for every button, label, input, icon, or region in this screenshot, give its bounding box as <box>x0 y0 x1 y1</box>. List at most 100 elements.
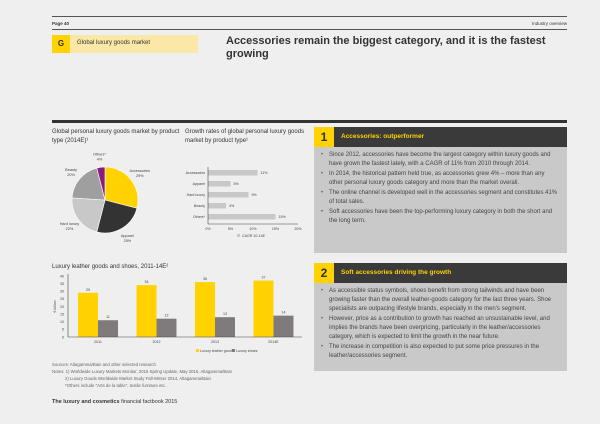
pie-value: 29% <box>136 174 144 178</box>
pie-value: 22% <box>66 227 74 231</box>
bar-value-label: 34 <box>145 280 149 284</box>
leather-shoes-bar-chart: 0 5 10 15 20 25 30 35 40 € billion 29 11 2011 34 12 201… <box>53 274 302 353</box>
pie-chart-title: Global personal luxury goods market by p… <box>52 129 180 144</box>
section-label: Global luxury goods market <box>77 40 151 46</box>
growth-bar <box>208 214 276 220</box>
header-rule <box>52 29 567 30</box>
y-tick-label: 15 <box>60 312 64 316</box>
x-tick-label: 0% <box>205 227 211 231</box>
growth-bar-chart: Accessories 11% Apparel 5% Hard luxury 9% Beau… <box>186 167 302 238</box>
y-tick-label: 40 <box>60 274 64 278</box>
y-tick-label: 35 <box>60 282 64 286</box>
top-rule <box>52 16 567 17</box>
growth-chart-title: Growth rates of global personal luxury g… <box>185 129 305 144</box>
bar-value-label: 5% <box>234 182 240 186</box>
bar-luxury-leather-goods <box>136 285 157 337</box>
y-tick-label: 30 <box>60 290 64 294</box>
x-tick-label: 5% <box>228 227 234 231</box>
leather-chart-title: Luxury leather goods and shoes, 2011-14E… <box>52 264 169 270</box>
bar-luxury-leather-goods <box>195 282 215 337</box>
note-3: *Others include "Arts de la table", text… <box>65 383 166 388</box>
pie-slice-others- <box>96 166 106 201</box>
section-name: Industry overview <box>531 21 567 26</box>
bar-value-label: 11% <box>261 171 269 175</box>
bar-category-label: Beauty <box>194 204 205 208</box>
bar-value-label: 9% <box>252 193 258 197</box>
pie-label: Apparel <box>121 234 134 238</box>
growth-bar <box>208 203 226 209</box>
bullet: In 2014, the historical pattern held tru… <box>321 170 559 188</box>
x-tick-label: 10% <box>249 227 257 231</box>
page-number: Page 40 <box>52 21 70 26</box>
callout-bullets: Since 2012, accessories have become the … <box>321 151 559 227</box>
x-tick-label: 2011 <box>94 340 102 344</box>
pie-slice-accessories <box>104 166 139 209</box>
footnotes: Sources: Altagamma/Bain and other select… <box>52 361 232 389</box>
footer-bold: The luxury and cosmetics <box>52 399 120 405</box>
bar-value-label: 11 <box>106 315 110 319</box>
bullet: The online channel is developed well in … <box>321 189 559 207</box>
legend-label: Luxury leather goods <box>200 349 234 353</box>
y-tick-label: 10 <box>60 320 64 324</box>
callout-box-1: 1 Accessories: outperformer Since 2012, … <box>314 127 567 253</box>
bullet: As accessible status symbols, shoes bene… <box>321 287 559 314</box>
bullet: Soft accessories have been the top-perfo… <box>321 208 559 226</box>
pie-slice-hard-luxury <box>71 197 106 233</box>
legend-label: CAGR 10-14E <box>242 234 266 238</box>
y-tick-label: 20 <box>60 305 64 309</box>
bullet: However, price as a contribution to grow… <box>321 315 559 342</box>
bar-value-label: 14 <box>282 311 286 315</box>
callout-title: Soft accessories driving the growth <box>341 269 452 276</box>
bullet: Since 2012, accessories have become the … <box>321 151 559 169</box>
bar-luxury-shoes <box>156 318 177 337</box>
footer-rest: financial factbook 2015 <box>119 399 178 405</box>
pie-value: 20% <box>67 173 75 177</box>
pie-label: Hard luxury <box>60 222 80 226</box>
section-tag: G Global luxury goods market <box>52 35 198 53</box>
pie-label: Beauty <box>65 168 77 172</box>
bar-category-label: Accessories <box>186 171 206 175</box>
callout-header <box>314 127 567 147</box>
bar-category-label: Hard luxury <box>187 193 206 197</box>
callout-number: 2 <box>314 263 334 283</box>
bar-value-label: 15% <box>279 215 287 219</box>
legend-swatch <box>232 349 235 352</box>
bar-value-label: 37 <box>262 276 266 280</box>
callout-bullets: As accessible status symbols, shoes bene… <box>321 287 559 362</box>
x-tick-label: 2013 <box>211 340 219 344</box>
page-title: Accessories remain the biggest category,… <box>226 35 546 60</box>
pie-slice-apparel <box>96 199 138 234</box>
legend-swatch <box>237 234 240 237</box>
bar-luxury-shoes <box>98 320 118 337</box>
bar-luxury-shoes <box>273 315 294 337</box>
bar-category-label: Apparel <box>193 182 206 186</box>
y-tick-label: 0 <box>62 335 64 339</box>
bullet: The increase in competition is also expe… <box>321 343 559 361</box>
note-2: 2) Luxury Goods Worldwide Market Study F… <box>65 376 211 381</box>
y-tick-label: 5 <box>62 328 64 332</box>
section-divider <box>52 120 567 123</box>
bar-category-label: Others* <box>193 215 206 219</box>
legend-swatch <box>196 349 199 352</box>
bar-value-label: 29 <box>86 288 90 292</box>
sources-note: Sources: Altagamma/Bain and other select… <box>52 362 156 367</box>
x-tick-label: 2012 <box>153 340 161 344</box>
bar-luxury-leather-goods <box>253 280 274 337</box>
y-tick-label: 25 <box>60 297 64 301</box>
pie-slice-beauty <box>71 167 106 201</box>
pie-value: 25% <box>124 239 132 243</box>
growth-bar <box>208 170 258 176</box>
bar-value-label: 12 <box>165 314 169 318</box>
growth-bar <box>208 192 249 198</box>
bar-luxury-shoes <box>215 317 235 337</box>
footer: The luxury and cosmetics financial factb… <box>52 399 177 405</box>
callout-title: Accessories: outperformer <box>341 133 425 140</box>
x-tick-label: 15% <box>272 227 280 231</box>
x-tick-label: 2014E <box>268 340 279 344</box>
bar-value-label: 36 <box>203 277 207 281</box>
legend-label: Luxury shoes <box>236 349 258 353</box>
pie-value: 4% <box>97 157 103 161</box>
growth-bar <box>208 181 231 187</box>
bar-luxury-leather-goods <box>78 292 98 337</box>
y-axis-label: € billion <box>53 300 57 312</box>
